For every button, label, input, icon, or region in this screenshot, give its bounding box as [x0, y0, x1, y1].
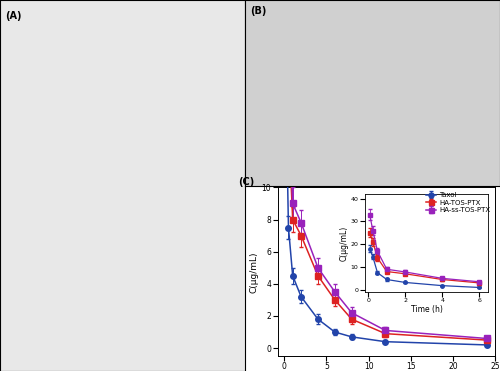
Legend: Taxol, HA-TOS-PTX, HA-ss-TOS-PTX: Taxol, HA-TOS-PTX, HA-ss-TOS-PTX [424, 191, 492, 214]
Text: (A): (A) [5, 11, 21, 21]
Text: (B): (B) [250, 6, 266, 16]
Text: (C): (C) [238, 177, 254, 187]
Y-axis label: C(μg/mL): C(μg/mL) [250, 251, 259, 292]
